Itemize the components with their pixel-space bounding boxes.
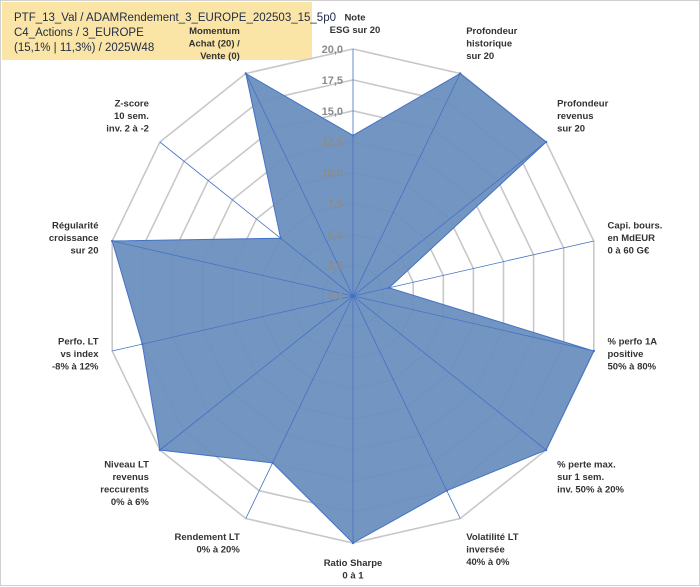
axis-spoke: [245, 295, 354, 519]
data-point: [158, 448, 162, 452]
data-point: [544, 448, 548, 452]
category-label: ESG sur 20: [330, 25, 381, 36]
category-label: Volatilité LT: [466, 532, 519, 543]
axis-spoke: [112, 240, 354, 297]
category-label: Perfo. LT: [58, 337, 99, 348]
category-label: sur 20: [466, 51, 494, 62]
category-label: Vente (0): [200, 51, 240, 62]
data-point: [244, 72, 247, 75]
axis-spoke: [352, 73, 461, 297]
category-label: 50% à 80%: [608, 362, 657, 373]
data-point: [351, 541, 355, 545]
category-label: positive: [608, 349, 644, 360]
category-label: 0 à 1: [342, 571, 364, 582]
data-point: [544, 140, 548, 144]
category-label: 40% à 0%: [466, 557, 510, 568]
axis-spoke: [352, 295, 594, 352]
category-label: inv. 50% à 20%: [557, 485, 624, 496]
data-point: [279, 237, 282, 240]
axis-spoke: [159, 295, 354, 451]
category-label: inversée: [466, 545, 505, 556]
axis-spoke: [159, 141, 354, 297]
category-label: reccurents: [100, 485, 149, 496]
axis-spoke: [352, 295, 547, 451]
axis-spoke: [352, 240, 594, 297]
category-label: 0% à 6%: [111, 497, 150, 508]
axis-spoke: [352, 141, 547, 297]
tick-label: 0,0: [328, 291, 343, 303]
data-point: [592, 349, 595, 353]
category-label: sur 1 sem.: [557, 472, 604, 483]
category-label: vs index: [60, 349, 99, 360]
category-label: % perte max.: [557, 460, 616, 471]
tick-label: 20,0: [322, 44, 343, 56]
data-point: [271, 461, 274, 465]
data-point: [351, 134, 355, 137]
category-label: revenus: [112, 472, 148, 483]
category-label: 0% à 20%: [196, 545, 240, 556]
category-label: Z-score: [115, 98, 149, 109]
category-label: Ratio Sharpe: [324, 558, 383, 569]
data-point: [111, 239, 114, 243]
category-label: sur 20: [557, 123, 585, 134]
category-label: Régularité: [52, 220, 98, 231]
tick-label: 10,0: [322, 168, 343, 180]
tick-label: 2,5: [328, 260, 343, 272]
header-line-3: (15,1% | 11,3%) / 2025W48: [14, 42, 155, 54]
axis-spoke: [112, 295, 354, 352]
category-label: sur 20: [71, 245, 99, 256]
tick-label: 17,5: [322, 75, 343, 87]
category-label: inv. 2 à -2: [106, 123, 149, 134]
category-label: Achat (20) /: [189, 38, 241, 49]
category-label: Niveau LT: [104, 460, 149, 471]
category-label: Capi. bours.: [608, 220, 663, 231]
category-label: Momentum: [189, 26, 240, 37]
category-label: Profondeur: [466, 26, 517, 37]
tick-label: 15,0: [322, 106, 343, 118]
tick-label: 7,5: [328, 198, 343, 210]
category-label-highlight: [167, 23, 240, 38]
category-label: Note: [344, 13, 365, 24]
category-label: historique: [466, 38, 512, 49]
data-point: [387, 286, 391, 289]
category-label: Rendement LT: [175, 532, 240, 543]
category-label: -8% à 12%: [52, 362, 99, 373]
category-label: % perfo 1A: [608, 337, 658, 348]
category-label: revenus: [557, 111, 593, 122]
category-label: croissance: [49, 233, 99, 244]
category-label: 10 sem.: [114, 111, 149, 122]
tick-label: 5,0: [328, 229, 343, 241]
axis-spoke: [245, 73, 354, 297]
data-point: [459, 72, 462, 75]
header-line-2: C4_Actions / 3_EUROPE: [14, 27, 144, 39]
category-label: en MdEUR: [608, 233, 656, 244]
chart-header: PTF_13_Val / ADAMRendement_3_EUROPE_2025…: [2, 2, 336, 60]
axis-spoke: [352, 295, 461, 519]
category-label: 0 à 60 G€: [608, 245, 650, 256]
tick-label: 12,5: [322, 137, 343, 149]
category-label: Profondeur: [557, 98, 608, 109]
header-line-1: PTF_13_Val / ADAMRendement_3_EUROPE_2025…: [14, 12, 336, 24]
data-point: [141, 342, 144, 346]
data-point: [445, 489, 448, 492]
